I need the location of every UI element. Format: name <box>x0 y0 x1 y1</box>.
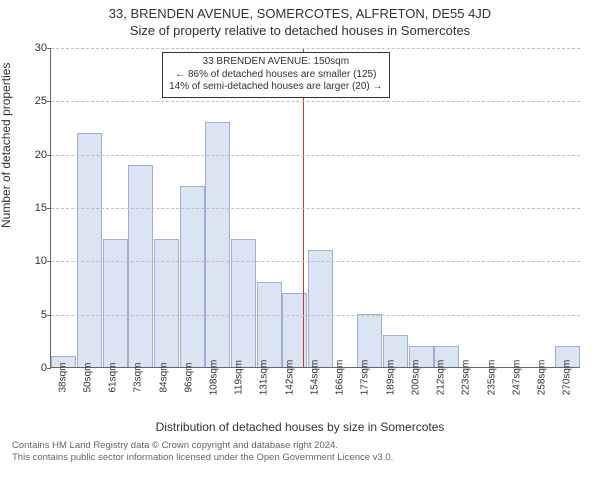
x-tick-label: 84sqm <box>158 362 169 392</box>
gridline <box>51 155 580 156</box>
x-tick-label: 38sqm <box>57 362 68 392</box>
x-tick: 108sqm <box>201 370 226 416</box>
x-tick: 212sqm <box>429 370 454 416</box>
x-tick: 177sqm <box>353 370 378 416</box>
histogram-bar <box>154 239 179 367</box>
x-tick: 73sqm <box>126 370 151 416</box>
x-axis-label: Distribution of detached houses by size … <box>0 420 600 434</box>
x-tick-label: 119sqm <box>234 360 245 395</box>
x-tick: 200sqm <box>403 370 428 416</box>
x-tick: 270sqm <box>555 370 580 416</box>
annotation-line2: ← 86% of detached houses are smaller (12… <box>169 69 382 82</box>
x-tick: 166sqm <box>328 370 353 416</box>
y-axis-label: Number of detached properties <box>0 63 13 228</box>
plot-area: 33 BRENDEN AVENUE: 150sqm ← 86% of detac… <box>50 48 580 368</box>
x-tick-label: 177sqm <box>360 360 371 396</box>
y-tick-label: 0 <box>23 362 47 374</box>
histogram-bar <box>180 186 205 367</box>
y-tick-label: 5 <box>23 309 47 321</box>
x-tick: 154sqm <box>302 370 327 416</box>
x-tick-label: 200sqm <box>410 360 421 396</box>
histogram-bar <box>308 250 333 367</box>
x-tick-label: 212sqm <box>436 360 447 396</box>
annotation-box: 33 BRENDEN AVENUE: 150sqm ← 86% of detac… <box>162 52 389 98</box>
y-tick-mark <box>47 48 51 49</box>
gridline <box>51 261 580 262</box>
page-title-address: 33, BRENDEN AVENUE, SOMERCOTES, ALFRETON… <box>0 6 600 21</box>
y-tick-mark <box>47 315 51 316</box>
x-tick-label: 223sqm <box>461 360 472 396</box>
x-tick-label: 61sqm <box>108 362 119 392</box>
gridline <box>51 48 580 49</box>
x-tick-label: 131sqm <box>259 360 270 396</box>
histogram-bar <box>257 282 282 367</box>
x-tick-label: 235sqm <box>486 360 497 396</box>
x-tick-label: 166sqm <box>335 360 346 396</box>
page-title-subtitle: Size of property relative to detached ho… <box>0 23 600 38</box>
x-tick: 84sqm <box>151 370 176 416</box>
x-tick: 235sqm <box>479 370 504 416</box>
x-tick-label: 96sqm <box>183 362 194 392</box>
histogram-bar <box>231 239 256 367</box>
x-tick-label: 50sqm <box>82 362 93 392</box>
x-tick: 119sqm <box>227 370 252 416</box>
histogram-bar <box>103 239 128 367</box>
x-tick: 247sqm <box>504 370 529 416</box>
x-tick: 223sqm <box>454 370 479 416</box>
histogram-bar <box>77 133 102 367</box>
x-tick-label: 258sqm <box>537 360 548 396</box>
x-tick-label: 270sqm <box>562 360 573 396</box>
footer-line2: This contains public sector information … <box>12 452 590 464</box>
annotation-line1: 33 BRENDEN AVENUE: 150sqm <box>169 56 382 69</box>
x-tick: 131sqm <box>252 370 277 416</box>
y-tick-label: 20 <box>23 149 47 161</box>
footer-attribution: Contains HM Land Registry data © Crown c… <box>0 434 600 464</box>
y-tick-label: 30 <box>23 42 47 54</box>
annotation-line3: 14% of semi-detached houses are larger (… <box>169 81 382 94</box>
x-ticks-container: 38sqm50sqm61sqm73sqm84sqm96sqm108sqm119s… <box>50 370 580 416</box>
histogram-chart: Number of detached properties 33 BRENDEN… <box>0 38 600 418</box>
x-tick: 61sqm <box>100 370 125 416</box>
x-tick-label: 154sqm <box>309 360 320 396</box>
x-tick-label: 189sqm <box>385 360 396 396</box>
gridline <box>51 208 580 209</box>
y-tick-mark <box>47 155 51 156</box>
x-tick: 38sqm <box>50 370 75 416</box>
x-tick-label: 247sqm <box>511 360 522 396</box>
y-tick-label: 15 <box>23 202 47 214</box>
y-tick-label: 10 <box>23 255 47 267</box>
x-tick: 189sqm <box>378 370 403 416</box>
histogram-bar <box>128 165 153 367</box>
y-tick-mark <box>47 368 51 369</box>
y-tick-label: 25 <box>23 95 47 107</box>
y-tick-mark <box>47 261 51 262</box>
gridline <box>51 315 580 316</box>
x-tick: 142sqm <box>277 370 302 416</box>
x-tick-label: 108sqm <box>209 360 220 396</box>
x-tick: 258sqm <box>529 370 554 416</box>
gridline <box>51 101 580 102</box>
x-tick-label: 142sqm <box>284 360 295 396</box>
y-tick-mark <box>47 208 51 209</box>
y-tick-mark <box>47 101 51 102</box>
x-tick-label: 73sqm <box>133 362 144 392</box>
footer-line1: Contains HM Land Registry data © Crown c… <box>12 440 590 452</box>
x-tick: 96sqm <box>176 370 201 416</box>
histogram-bar <box>205 122 230 367</box>
x-tick: 50sqm <box>75 370 100 416</box>
